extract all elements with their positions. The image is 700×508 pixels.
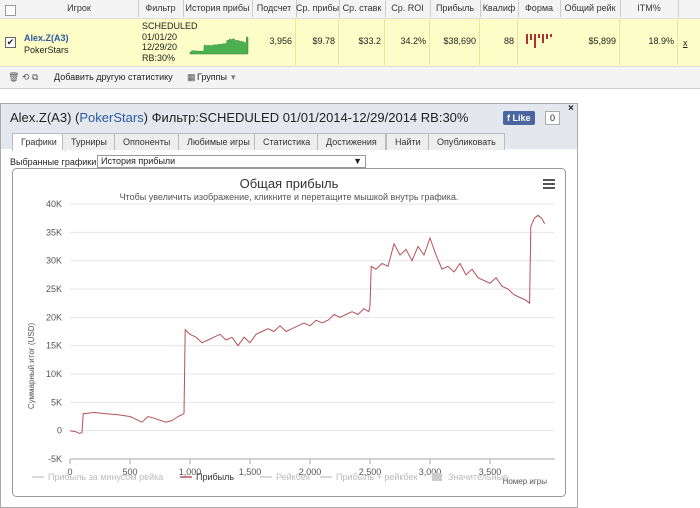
y-tick-label: 10K (46, 369, 62, 379)
groups-icon: ▦ (187, 72, 196, 82)
column-header[interactable]: Фильтр (138, 0, 184, 17)
filter: SCHEDULED 01/01/20 12/29/20 RB:30% (142, 21, 198, 63)
column-header[interactable]: Ср. ROI (385, 0, 431, 17)
add-stat[interactable]: Добавить другую статистику (54, 72, 173, 82)
filter-line: RB:30% (142, 52, 176, 63)
column-header[interactable]: Игрок (20, 0, 139, 17)
remove[interactable]: x (683, 38, 688, 48)
x-tick-label: 3,500 (479, 467, 502, 477)
tab[interactable]: Достижения (317, 133, 386, 150)
column-header[interactable]: Квалиф (480, 0, 519, 17)
legend-swatch (432, 473, 442, 481)
chart-selector[interactable]: История прибыли ▼ (97, 155, 366, 168)
filter-line: SCHEDULED (142, 21, 198, 31)
selector-caret: ▼ (353, 156, 362, 166)
chart: Общая прибыль Чтобы увеличить изображени… (12, 168, 566, 497)
tab[interactable]: Любимые игры (178, 133, 259, 150)
header-checkbox[interactable] (5, 5, 16, 16)
avg-profit: $9.78 (296, 18, 339, 65)
y-tick-label: 15K (46, 341, 62, 351)
x-tick-label: 2,000 (299, 467, 322, 477)
menu-icon[interactable] (543, 179, 555, 189)
column-header[interactable]: Общий рейк (560, 0, 621, 17)
tab[interactable]: Найти (386, 133, 430, 150)
form-icon (526, 34, 552, 48)
groups-caret[interactable]: ▾ (231, 72, 236, 82)
legend-item[interactable]: Рейкбек (276, 472, 310, 482)
tab[interactable]: Статистика (254, 133, 320, 150)
row-checkbox[interactable]: ✔ (5, 37, 16, 48)
profit-line (69, 214, 546, 435)
like-text: Like (512, 113, 531, 123)
y-tick-label: 20K (46, 312, 62, 322)
toolbar-icons[interactable]: 🗑 ⟲ ⧉ (8, 72, 39, 82)
total-rake: $5,899 (560, 18, 620, 65)
column-header[interactable]: Прибыль (430, 0, 481, 17)
column-header[interactable]: Ср. ставк (339, 0, 386, 17)
qualified: 88 (480, 18, 518, 65)
player-name[interactable]: Alex.Z(A3) (24, 33, 69, 43)
column-header[interactable]: Подсчет (252, 0, 297, 17)
groups[interactable]: Группы (197, 72, 227, 82)
y-tick-label: 30K (46, 256, 62, 266)
filter-line: 12/29/20 (142, 42, 178, 52)
roi: 34.2% (385, 18, 430, 65)
column-header[interactable]: Ср. прибы (296, 0, 340, 17)
y-tick-label: 40K (46, 199, 62, 209)
legend-item[interactable]: Прибыль (196, 472, 234, 482)
y-tick-label: 5K (51, 397, 62, 407)
x-tick-label: 0 (67, 467, 72, 477)
close-panel[interactable]: × (568, 103, 574, 114)
legend-item[interactable]: Прибыль + рейкбек (336, 472, 418, 482)
filter-line: 01/01/20 (142, 31, 178, 42)
sparkline-line (189, 36, 249, 55)
x-tick-label: 500 (122, 467, 137, 477)
tab[interactable]: Опубликовать (428, 133, 505, 150)
tab[interactable]: Оппоненты (114, 133, 180, 150)
site-name: PokerStars (24, 45, 69, 55)
column-header[interactable]: Форма (518, 0, 561, 17)
column-header[interactable]: История прибы (183, 0, 253, 17)
legend-item[interactable]: Прибыль за минусом рейка (48, 472, 163, 482)
avg-stake: $33.2 (339, 18, 385, 65)
tab[interactable]: Графики (12, 133, 66, 151)
x-tick-label: 1,000 (179, 467, 202, 477)
y-axis-title: Суммарный итог (USD) (27, 323, 36, 410)
fb-like[interactable]: f Like (503, 111, 535, 125)
y-tick-label: 25K (46, 284, 62, 294)
title-filter: Фильтр:SCHEDULED 01/01/2014-12/29/2014 R… (151, 110, 469, 125)
panel-title: Alex.Z(A3) (PokerStars) Фильтр:SCHEDULED… (10, 110, 469, 125)
y-tick-label: -5K (48, 454, 62, 464)
sparkline (189, 36, 249, 55)
chart-subtitle: Чтобы увеличить изображение, кликните и … (120, 192, 459, 202)
selector-value: История прибыли (101, 156, 176, 166)
title-site[interactable]: PokerStars (79, 110, 144, 125)
legend-item[interactable]: Значительные (448, 472, 508, 482)
x-tick-label: 1,500 (239, 467, 262, 477)
chart-title: Общая прибыль (240, 176, 339, 191)
tab[interactable]: Турниры (62, 133, 116, 150)
like-count: 0 (545, 111, 561, 125)
y-tick-label: 0 (57, 426, 62, 436)
y-tick-label: 35K (46, 227, 62, 237)
selector-label: Выбранные графики: (10, 157, 99, 167)
x-axis-title: Номер игры (503, 477, 548, 486)
x-tick-label: 3,000 (419, 467, 442, 477)
column-header[interactable]: ITM% (620, 0, 679, 17)
chart-frame (12, 168, 566, 497)
x-tick-label: 2,500 (359, 467, 382, 477)
selected-row[interactable] (0, 18, 700, 67)
count: 3,956 (252, 18, 296, 65)
title-player: Alex.Z(A3) (10, 110, 72, 125)
profit: $38,690 (430, 18, 480, 65)
itm: 18.9% (620, 18, 678, 65)
